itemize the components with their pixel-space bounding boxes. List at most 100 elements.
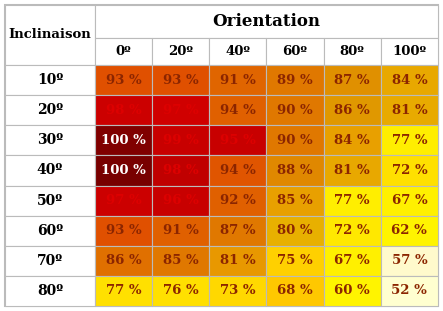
Bar <box>95 246 152 276</box>
Bar <box>210 125 267 156</box>
Text: 77 %: 77 % <box>392 134 427 147</box>
Bar <box>5 246 95 276</box>
Text: 0º: 0º <box>116 45 132 58</box>
Bar <box>381 125 438 156</box>
Text: 77 %: 77 % <box>334 194 370 207</box>
Text: 98 %: 98 % <box>106 104 141 117</box>
Text: 93 %: 93 % <box>106 74 141 86</box>
Text: 60 %: 60 % <box>334 285 370 297</box>
Text: 88 %: 88 % <box>277 164 313 177</box>
Text: 67 %: 67 % <box>392 194 427 207</box>
Text: 100 %: 100 % <box>101 134 146 147</box>
Bar <box>5 216 95 246</box>
Bar <box>5 276 95 306</box>
Bar <box>324 185 381 216</box>
Bar <box>152 246 210 276</box>
Text: 85 %: 85 % <box>277 194 313 207</box>
Bar <box>95 95 152 125</box>
Bar <box>267 276 324 306</box>
Text: 85 %: 85 % <box>163 254 198 267</box>
Text: 72 %: 72 % <box>392 164 427 177</box>
Text: 96 %: 96 % <box>163 194 199 207</box>
Text: 89 %: 89 % <box>277 74 313 86</box>
Text: 73 %: 73 % <box>220 285 256 297</box>
Text: 100º: 100º <box>392 45 427 58</box>
Bar <box>5 5 95 65</box>
Text: 20º: 20º <box>168 45 193 58</box>
Bar <box>95 156 152 185</box>
Bar <box>210 276 267 306</box>
Bar <box>324 216 381 246</box>
Bar <box>210 65 267 95</box>
Text: 10º: 10º <box>37 73 63 87</box>
Text: 68 %: 68 % <box>277 285 313 297</box>
Text: 94 %: 94 % <box>220 164 256 177</box>
Bar <box>152 276 210 306</box>
Text: 62 %: 62 % <box>392 224 427 237</box>
Bar <box>267 156 324 185</box>
Bar <box>95 5 438 38</box>
Bar <box>95 38 152 65</box>
Text: 57 %: 57 % <box>392 254 427 267</box>
Bar <box>381 246 438 276</box>
Bar <box>210 156 267 185</box>
Text: 93 %: 93 % <box>163 74 198 86</box>
Bar <box>210 38 267 65</box>
Text: 87 %: 87 % <box>334 74 370 86</box>
Text: 84 %: 84 % <box>392 74 427 86</box>
Text: 90 %: 90 % <box>277 104 313 117</box>
Text: 60º: 60º <box>283 45 307 58</box>
Bar <box>324 38 381 65</box>
Bar <box>5 185 95 216</box>
Text: 91 %: 91 % <box>163 224 199 237</box>
Bar <box>152 216 210 246</box>
Bar <box>95 65 152 95</box>
Text: 81 %: 81 % <box>220 254 256 267</box>
Bar <box>324 65 381 95</box>
Bar <box>152 65 210 95</box>
Bar <box>152 125 210 156</box>
Bar <box>324 246 381 276</box>
Bar <box>267 38 324 65</box>
Bar <box>267 246 324 276</box>
Text: 80º: 80º <box>37 284 63 298</box>
Text: 77 %: 77 % <box>106 285 141 297</box>
Text: 84 %: 84 % <box>334 134 370 147</box>
Text: 81 %: 81 % <box>334 164 370 177</box>
Bar <box>152 95 210 125</box>
Text: 80º: 80º <box>340 45 365 58</box>
Text: 52 %: 52 % <box>392 285 427 297</box>
Text: 97 %: 97 % <box>106 194 141 207</box>
Text: 80 %: 80 % <box>277 224 313 237</box>
Text: 72 %: 72 % <box>334 224 370 237</box>
Text: 98 %: 98 % <box>163 164 198 177</box>
Bar <box>152 156 210 185</box>
Bar <box>381 185 438 216</box>
Bar <box>95 125 152 156</box>
Bar <box>381 156 438 185</box>
Bar <box>324 95 381 125</box>
Bar <box>381 95 438 125</box>
Bar <box>267 216 324 246</box>
Text: 81 %: 81 % <box>392 104 427 117</box>
Text: 100 %: 100 % <box>101 164 146 177</box>
Text: 40º: 40º <box>225 45 250 58</box>
Text: 92 %: 92 % <box>220 194 256 207</box>
Text: 20º: 20º <box>37 103 63 117</box>
Bar <box>5 156 95 185</box>
Text: 94 %: 94 % <box>220 104 256 117</box>
Text: 95 %: 95 % <box>220 134 256 147</box>
Bar <box>381 276 438 306</box>
Text: 87 %: 87 % <box>220 224 256 237</box>
Text: 70º: 70º <box>37 254 63 268</box>
Text: 90 %: 90 % <box>277 134 313 147</box>
Text: 76 %: 76 % <box>163 285 198 297</box>
Bar <box>95 276 152 306</box>
Text: 50º: 50º <box>37 193 63 207</box>
Bar <box>267 95 324 125</box>
Text: 40º: 40º <box>37 164 63 178</box>
Bar <box>152 38 210 65</box>
Bar <box>95 185 152 216</box>
Bar <box>210 216 267 246</box>
Bar <box>267 125 324 156</box>
